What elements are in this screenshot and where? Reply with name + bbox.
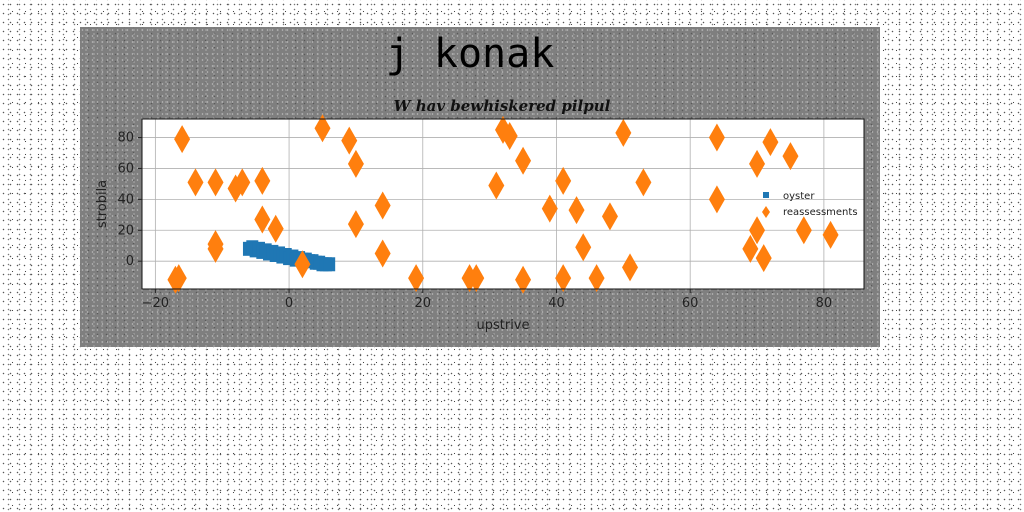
reassessments-point xyxy=(575,233,592,262)
reassessments-point xyxy=(207,234,224,263)
figure-suptitle: j konak xyxy=(386,31,555,77)
reassessments-point xyxy=(762,128,779,157)
reassessments-point xyxy=(374,239,391,268)
reassessments-point xyxy=(234,168,251,197)
x-tick-label: 40 xyxy=(548,296,565,311)
reassessments-point xyxy=(822,220,839,249)
reassessments-point xyxy=(187,168,204,197)
reassessments-point xyxy=(635,168,652,197)
grid-lines xyxy=(142,119,864,289)
axes-title: W hav bewhiskered pilpul xyxy=(394,97,611,115)
reassessments-point xyxy=(267,214,284,243)
x-tick-label: 20 xyxy=(415,296,432,311)
reassessments-point xyxy=(601,202,618,231)
x-tick-label: 80 xyxy=(816,296,833,311)
reassessments-point xyxy=(568,196,585,225)
legend-label-oyster: oyster xyxy=(783,191,815,202)
series-reassessments xyxy=(167,114,839,294)
reassessments-point xyxy=(515,146,532,175)
reassessments-point xyxy=(468,264,485,293)
y-tick-label: 40 xyxy=(117,192,134,207)
reassessments-point xyxy=(488,171,505,200)
y-ticks: 0 20 40 60 80 xyxy=(117,131,142,269)
legend: oyster reassessments xyxy=(762,191,858,218)
reassessments-point xyxy=(782,142,799,171)
x-ticks: −20 0 20 40 60 80 xyxy=(142,289,833,311)
reassessments-point xyxy=(755,244,772,273)
x-tick-label: 0 xyxy=(285,296,293,311)
reassessments-point xyxy=(749,216,766,245)
reassessments-point xyxy=(515,265,532,294)
reassessments-point xyxy=(314,114,331,143)
scatter-chart: j konak W hav bewhiskered pilpul −20 0 20 4… xyxy=(95,31,865,333)
reassessments-point xyxy=(294,250,311,279)
reassessments-point xyxy=(174,125,191,154)
reassessments-point xyxy=(555,166,572,195)
y-tick-label: 20 xyxy=(117,223,134,238)
oyster-point xyxy=(323,257,336,272)
reassessments-point xyxy=(555,264,572,293)
reassessments-point xyxy=(622,253,639,282)
reassessments-point xyxy=(795,216,812,245)
y-tick-label: 0 xyxy=(126,254,134,269)
x-tick-label: 60 xyxy=(682,296,699,311)
x-axis-label: upstrive xyxy=(476,318,529,333)
reassessments-point xyxy=(541,194,558,223)
reassessments-point xyxy=(708,185,725,214)
reassessments-point xyxy=(374,191,391,220)
reassessments-point xyxy=(347,149,364,178)
plot-area xyxy=(142,119,864,289)
x-tick-label: −20 xyxy=(142,296,169,311)
reassessments-point xyxy=(708,123,725,152)
y-axis-label: strobila xyxy=(95,180,110,228)
reassessments-point xyxy=(347,210,364,239)
figure-canvas: j konak W hav bewhiskered pilpul −20 0 20 4… xyxy=(80,27,880,347)
legend-marker-oyster xyxy=(763,192,769,198)
reassessments-point xyxy=(742,234,759,263)
reassessments-point xyxy=(615,118,632,147)
reassessments-point xyxy=(501,122,518,150)
y-tick-label: 60 xyxy=(117,161,134,176)
reassessments-point xyxy=(207,168,224,197)
reassessments-point xyxy=(170,264,187,293)
y-tick-label: 80 xyxy=(117,131,134,146)
series-oyster xyxy=(242,240,336,272)
legend-marker-reassessments xyxy=(762,206,770,218)
legend-label-reassessments: reassessments xyxy=(783,207,858,218)
reassessments-point xyxy=(408,264,425,293)
reassessments-point xyxy=(588,264,605,293)
plot-frame xyxy=(141,118,865,290)
reassessments-point xyxy=(749,149,766,178)
